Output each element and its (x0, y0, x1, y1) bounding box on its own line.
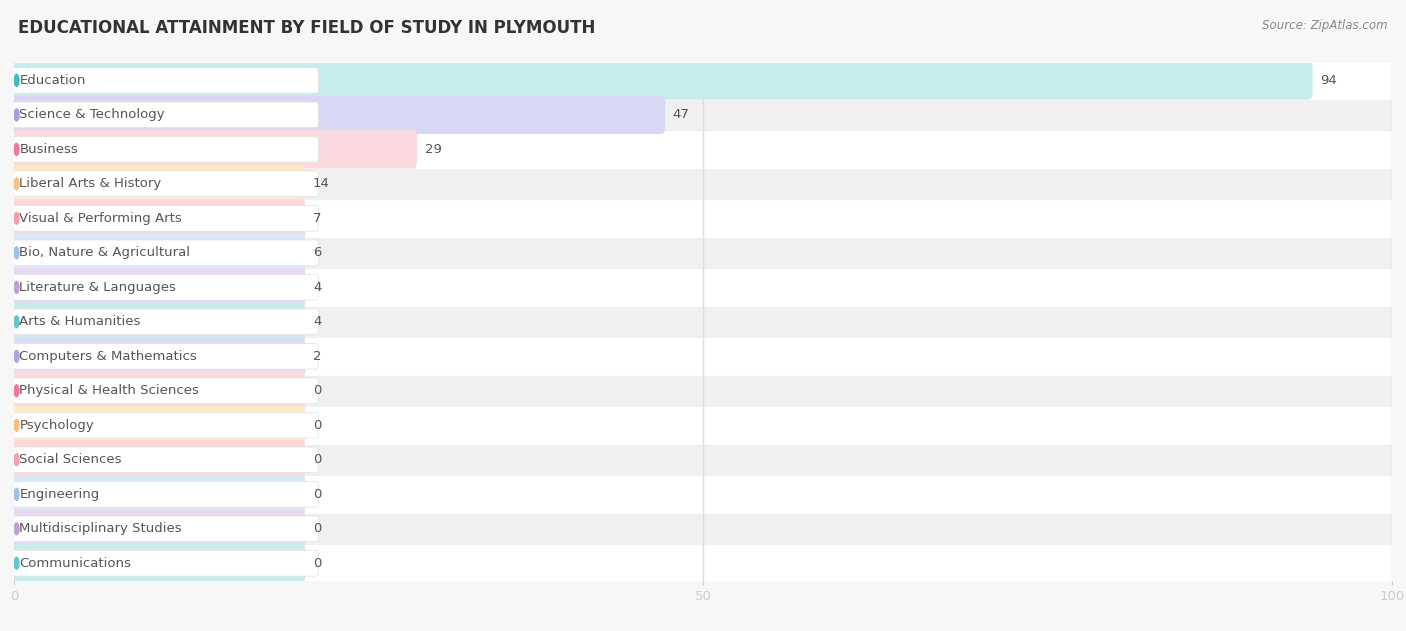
FancyBboxPatch shape (13, 102, 319, 127)
FancyBboxPatch shape (11, 475, 305, 514)
Text: Social Sciences: Social Sciences (20, 453, 122, 466)
Text: Liberal Arts & History: Liberal Arts & History (20, 177, 162, 191)
FancyBboxPatch shape (13, 136, 319, 162)
FancyBboxPatch shape (13, 68, 319, 93)
Circle shape (14, 454, 18, 466)
FancyBboxPatch shape (11, 233, 305, 272)
Circle shape (14, 109, 18, 121)
Circle shape (14, 420, 18, 431)
FancyBboxPatch shape (13, 171, 319, 197)
Text: Physical & Health Sciences: Physical & Health Sciences (20, 384, 200, 398)
Text: Multidisciplinary Studies: Multidisciplinary Studies (20, 522, 181, 535)
Text: Source: ZipAtlas.com: Source: ZipAtlas.com (1263, 19, 1388, 32)
FancyBboxPatch shape (14, 305, 1392, 339)
FancyBboxPatch shape (11, 440, 305, 479)
Text: 0: 0 (314, 557, 322, 570)
Text: EDUCATIONAL ATTAINMENT BY FIELD OF STUDY IN PLYMOUTH: EDUCATIONAL ATTAINMENT BY FIELD OF STUDY… (18, 19, 596, 37)
Text: Science & Technology: Science & Technology (20, 109, 165, 121)
FancyBboxPatch shape (13, 413, 319, 438)
Circle shape (14, 523, 18, 534)
Text: 0: 0 (314, 419, 322, 432)
FancyBboxPatch shape (14, 546, 1392, 581)
Circle shape (14, 213, 18, 224)
Text: Communications: Communications (20, 557, 131, 570)
Text: Computers & Mathematics: Computers & Mathematics (20, 350, 197, 363)
FancyBboxPatch shape (14, 442, 1392, 477)
FancyBboxPatch shape (13, 309, 319, 334)
FancyBboxPatch shape (14, 63, 1392, 98)
Text: 7: 7 (314, 212, 322, 225)
FancyBboxPatch shape (13, 481, 319, 507)
FancyBboxPatch shape (11, 165, 305, 203)
FancyBboxPatch shape (13, 206, 319, 231)
Text: 0: 0 (314, 522, 322, 535)
FancyBboxPatch shape (11, 509, 305, 548)
FancyBboxPatch shape (11, 544, 305, 582)
Text: 2: 2 (314, 350, 322, 363)
Text: 6: 6 (314, 246, 322, 259)
Circle shape (14, 178, 18, 190)
FancyBboxPatch shape (11, 130, 418, 168)
FancyBboxPatch shape (11, 406, 305, 445)
Text: 14: 14 (314, 177, 330, 191)
Text: 0: 0 (314, 384, 322, 398)
FancyBboxPatch shape (11, 337, 305, 375)
Circle shape (14, 247, 18, 259)
FancyBboxPatch shape (11, 199, 305, 238)
Text: 47: 47 (672, 109, 689, 121)
Text: Literature & Languages: Literature & Languages (20, 281, 176, 294)
Text: 94: 94 (1320, 74, 1337, 87)
Circle shape (14, 557, 18, 569)
FancyBboxPatch shape (13, 550, 319, 576)
Circle shape (14, 143, 18, 155)
FancyBboxPatch shape (11, 372, 305, 410)
Circle shape (14, 74, 18, 86)
Circle shape (14, 488, 18, 500)
FancyBboxPatch shape (14, 98, 1392, 132)
Text: Psychology: Psychology (20, 419, 94, 432)
FancyBboxPatch shape (14, 132, 1392, 167)
Text: Visual & Performing Arts: Visual & Performing Arts (20, 212, 181, 225)
FancyBboxPatch shape (14, 477, 1392, 512)
FancyBboxPatch shape (14, 339, 1392, 374)
Text: 0: 0 (314, 453, 322, 466)
FancyBboxPatch shape (11, 268, 305, 307)
FancyBboxPatch shape (11, 95, 665, 134)
Text: Bio, Nature & Agricultural: Bio, Nature & Agricultural (20, 246, 190, 259)
Circle shape (14, 281, 18, 293)
FancyBboxPatch shape (13, 447, 319, 473)
Circle shape (14, 385, 18, 397)
Text: 4: 4 (314, 281, 322, 294)
FancyBboxPatch shape (13, 240, 319, 266)
Circle shape (14, 350, 18, 362)
FancyBboxPatch shape (14, 270, 1392, 305)
FancyBboxPatch shape (13, 516, 319, 541)
FancyBboxPatch shape (14, 201, 1392, 235)
Text: 0: 0 (314, 488, 322, 501)
FancyBboxPatch shape (14, 408, 1392, 442)
FancyBboxPatch shape (14, 374, 1392, 408)
FancyBboxPatch shape (13, 343, 319, 369)
FancyBboxPatch shape (11, 302, 305, 341)
FancyBboxPatch shape (14, 512, 1392, 546)
FancyBboxPatch shape (11, 61, 1313, 100)
Text: 29: 29 (425, 143, 441, 156)
Text: Engineering: Engineering (20, 488, 100, 501)
Text: 4: 4 (314, 316, 322, 328)
Circle shape (14, 316, 18, 327)
FancyBboxPatch shape (13, 274, 319, 300)
Text: Business: Business (20, 143, 79, 156)
Text: Education: Education (20, 74, 86, 87)
FancyBboxPatch shape (14, 167, 1392, 201)
Text: Arts & Humanities: Arts & Humanities (20, 316, 141, 328)
FancyBboxPatch shape (13, 378, 319, 404)
FancyBboxPatch shape (14, 235, 1392, 270)
